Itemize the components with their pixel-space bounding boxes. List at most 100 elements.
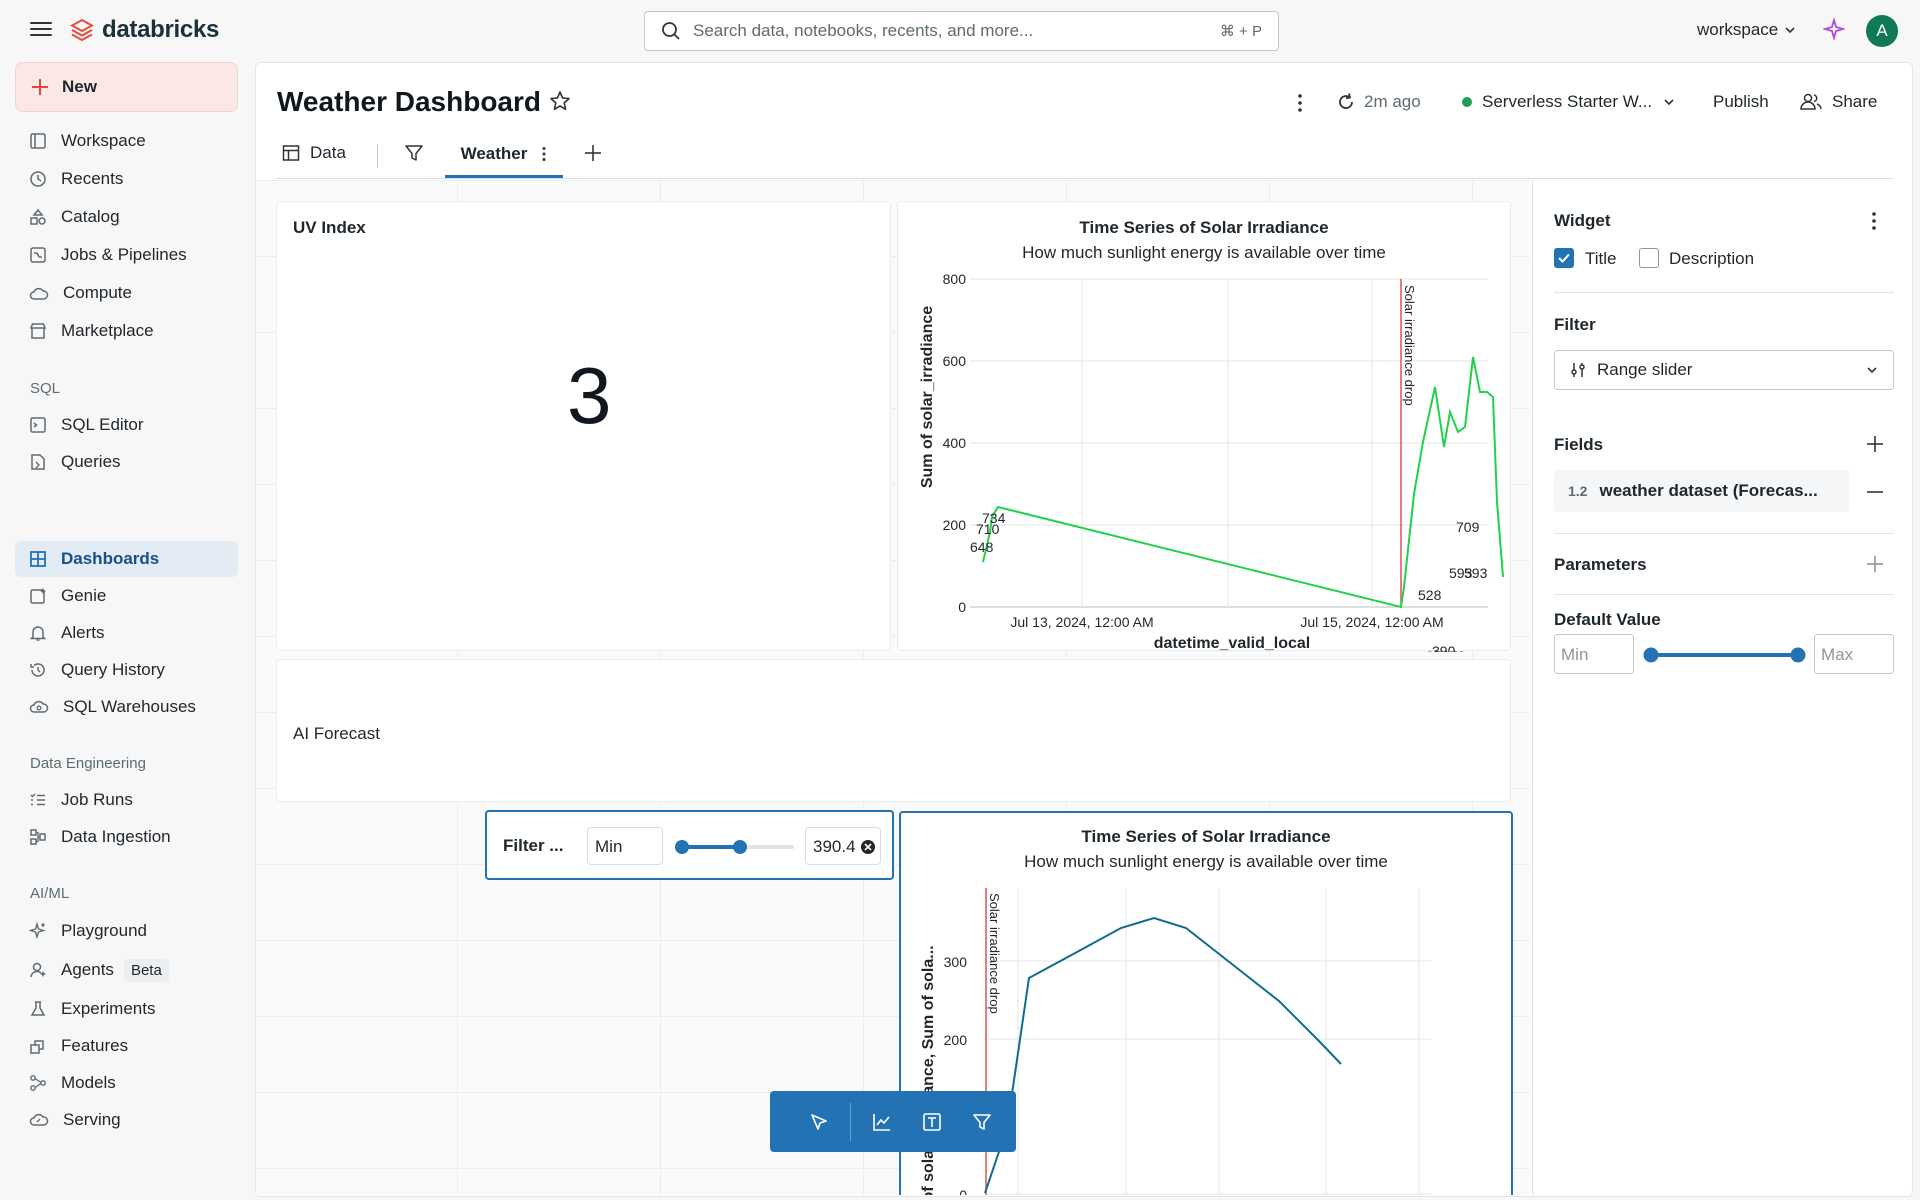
sidebar-item-label: Queries (61, 452, 121, 471)
clear-icon[interactable] (860, 839, 876, 855)
sidebar-item-job-runs[interactable]: Job Runs (15, 782, 238, 818)
add-filter-button[interactable] (957, 1102, 1007, 1142)
workspace-switcher[interactable]: workspace (1697, 20, 1796, 40)
default-min-input[interactable]: Min (1554, 634, 1634, 674)
title-checkbox-label: Title (1585, 249, 1617, 268)
sidebar: New Workspace Recents Catalog Jobs & Pip… (0, 60, 252, 1200)
range-filter-widget[interactable]: Filter ... Min 390.4 (485, 810, 894, 880)
filter-type-select[interactable]: Range slider (1554, 350, 1894, 390)
page-title[interactable]: Weather Dashboard (277, 86, 541, 117)
y-tick-label: 300 (944, 954, 968, 970)
filter-max-input[interactable]: 390.4 (805, 827, 881, 865)
dashboard-icon (30, 551, 46, 567)
new-label: New (62, 77, 97, 96)
field-chip[interactable]: 1.2 weather dataset (Forecas... (1554, 470, 1849, 512)
chevron-down-icon (1664, 99, 1674, 106)
plus-icon (32, 79, 48, 95)
clock-icon (30, 171, 46, 187)
serving-icon (29, 1113, 49, 1126)
divider (1554, 533, 1894, 534)
flask-icon (30, 1001, 46, 1016)
x-tick-label: Jul 15, 2024, 12:00 AM (1300, 614, 1443, 630)
tab-weather-label: Weather (460, 143, 528, 163)
default-max-input[interactable]: Max (1814, 634, 1894, 674)
add-page-icon[interactable] (582, 142, 604, 169)
dashboard-canvas[interactable]: UV Index 3 Time Series of Solar Irradian… (256, 180, 1530, 1195)
star-icon[interactable] (549, 90, 571, 117)
ai-forecast-widget[interactable]: AI Forecast (276, 659, 1511, 802)
assistant-sparkle-icon[interactable] (1821, 16, 1847, 45)
remove-field-icon[interactable] (1865, 482, 1885, 502)
user-avatar[interactable]: A (1866, 15, 1898, 47)
workspace-label: workspace (1697, 20, 1779, 39)
share-button[interactable]: Share (1800, 92, 1877, 112)
sidebar-item-label: Data Ingestion (61, 827, 171, 846)
global-filter-icon[interactable] (404, 143, 424, 168)
sidebar-item-workspace[interactable]: Workspace (15, 123, 238, 159)
more-options-icon[interactable] (1292, 92, 1308, 119)
sidebar-item-serving[interactable]: Serving (15, 1102, 238, 1138)
menu-icon[interactable] (28, 18, 54, 42)
store-icon (29, 323, 47, 339)
y-tick-label: 800 (943, 271, 967, 287)
tab-weather[interactable]: Weather (445, 132, 563, 178)
sidebar-item-models[interactable]: Models (15, 1065, 238, 1101)
tab-more-icon[interactable] (541, 146, 547, 162)
filter-type-value: Range slider (1597, 360, 1693, 379)
workspace-icon (30, 133, 46, 149)
sidebar-item-dashboards[interactable]: Dashboards (15, 541, 238, 577)
select-tool-button[interactable] (794, 1102, 844, 1142)
sidebar-item-agents[interactable]: Agents Beta (15, 952, 238, 988)
new-button[interactable]: New (15, 62, 238, 112)
uv-index-widget[interactable]: UV Index 3 (276, 201, 891, 651)
databricks-logo[interactable]: databricks (70, 16, 219, 44)
sidebar-item-query-history[interactable]: Query History (15, 652, 238, 688)
data-label: 528 (1418, 587, 1442, 603)
add-visualization-button[interactable] (857, 1102, 907, 1142)
global-search[interactable]: Search data, notebooks, recents, and mor… (644, 11, 1279, 51)
data-label: 710 (976, 521, 1000, 537)
warehouse-selector[interactable]: Serverless Starter W... (1462, 92, 1676, 112)
sidebar-item-label: Catalog (61, 207, 120, 226)
tab-data[interactable]: Data (282, 143, 346, 163)
sidebar-item-queries[interactable]: Queries (15, 444, 238, 480)
sidebar-item-jobs-pipelines[interactable]: Jobs & Pipelines (15, 237, 238, 273)
sidebar-item-label: Recents (61, 169, 124, 188)
sidebar-item-recents[interactable]: Recents (15, 161, 238, 197)
add-field-icon[interactable] (1865, 434, 1885, 454)
sidebar-item-marketplace[interactable]: Marketplace (15, 313, 238, 349)
sidebar-item-data-ingestion[interactable]: Data Ingestion (15, 819, 238, 855)
add-parameter-icon[interactable] (1865, 554, 1885, 574)
sidebar-item-label: Marketplace (61, 321, 154, 340)
sidebar-item-genie[interactable]: Genie (15, 578, 238, 614)
solar-chart-widget[interactable]: Time Series of Solar Irradiance How much… (897, 201, 1511, 652)
data-label: 593 (1449, 565, 1473, 581)
y-tick-label: 200 (944, 1032, 968, 1048)
sidebar-item-playground[interactable]: Playground (15, 913, 238, 949)
beta-badge: Beta (123, 958, 169, 982)
sidebar-item-alerts[interactable]: Alerts (15, 615, 238, 651)
y-tick-label: 600 (943, 353, 967, 369)
sidebar-item-features[interactable]: Features (15, 1028, 238, 1064)
series-line (982, 356, 1504, 609)
sidebar-item-experiments[interactable]: Experiments (15, 991, 238, 1027)
sidebar-item-sql-editor[interactable]: SQL Editor (15, 407, 238, 443)
panel-more-icon[interactable] (1870, 210, 1878, 232)
sidebar-item-sql-warehouses[interactable]: SQL Warehouses (15, 689, 238, 725)
filter-min-input[interactable]: Min (587, 827, 663, 865)
sidebar-item-catalog[interactable]: Catalog (15, 199, 238, 235)
publish-button[interactable]: Publish (1713, 92, 1769, 111)
databricks-logo-icon (70, 18, 94, 42)
add-text-button[interactable] (907, 1102, 957, 1142)
description-checkbox[interactable] (1639, 248, 1659, 268)
annotation-label: Solar irradiance drop (1402, 285, 1417, 406)
range-slider[interactable] (672, 832, 802, 862)
search-input[interactable]: Search data, notebooks, recents, and mor… (693, 21, 1034, 40)
refresh-time: 2m ago (1364, 92, 1421, 111)
refresh-button[interactable]: 2m ago (1336, 92, 1421, 112)
genie-icon (30, 588, 46, 604)
title-checkbox[interactable] (1554, 248, 1574, 268)
default-range-slider[interactable] (1641, 640, 1811, 670)
sidebar-item-compute[interactable]: Compute (15, 275, 238, 311)
filter-title: Filter ... (503, 836, 564, 855)
